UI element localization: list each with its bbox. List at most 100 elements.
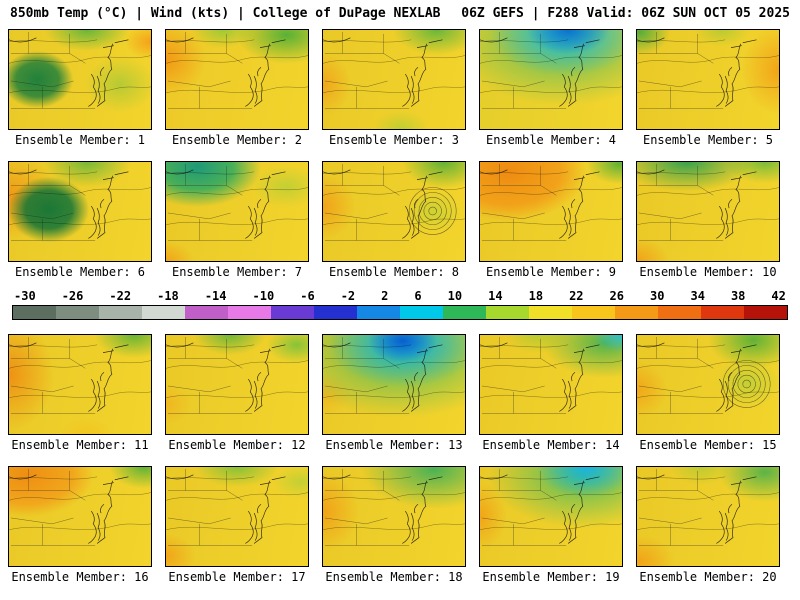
ensemble-member-label: Ensemble Member: 6 <box>14 265 146 279</box>
map-geography-icon <box>166 467 308 566</box>
colorbar-tick: 14 <box>488 289 503 303</box>
map-geography-icon <box>480 162 622 261</box>
run-valid-info: 06Z GEFS | F288 Valid: 06Z SUN OCT 05 20… <box>461 6 790 21</box>
weather-product: 850mb Temp (°C) | Wind (kts) | College o… <box>0 0 800 584</box>
map-geography-icon <box>166 162 308 261</box>
map-geography-icon <box>9 335 151 434</box>
ensemble-map <box>8 466 152 567</box>
ensemble-map <box>322 466 466 567</box>
ensemble-map <box>165 466 309 567</box>
map-geography-icon <box>166 335 308 434</box>
ensemble-map <box>322 161 466 262</box>
ensemble-panel: Ensemble Member: 12 <box>165 334 309 452</box>
ensemble-panel: Ensemble Member: 9 <box>479 161 623 279</box>
ensemble-row-3: Ensemble Member: 11 Ensemble Member: 12 … <box>8 334 792 452</box>
ensemble-map <box>636 466 780 567</box>
map-geography-icon <box>480 335 622 434</box>
map-geography-icon <box>166 30 308 129</box>
ensemble-member-label: Ensemble Member: 5 <box>642 133 774 147</box>
ensemble-member-label: Ensemble Member: 13 <box>325 438 463 452</box>
colorbar-tick: 38 <box>730 289 746 303</box>
colorbar-tick: 22 <box>569 289 584 303</box>
ensemble-map <box>165 161 309 262</box>
ensemble-panel: Ensemble Member: 16 <box>8 466 152 584</box>
ensemble-panel: Ensemble Member: 11 <box>8 334 152 452</box>
storm-rings <box>722 360 771 408</box>
temperature-colorbar: -30 -26 -22 -18 -14 -10 -6 -2 2 6 10 14 18 22 26 30 34 38… <box>12 289 788 320</box>
ensemble-row-1: Ensemble Member: 1 Ensemble Member: 2 En… <box>8 29 792 147</box>
ensemble-member-label: Ensemble Member: 16 <box>11 570 149 584</box>
colorbar-tick: -22 <box>109 289 132 303</box>
ensemble-map <box>636 161 780 262</box>
ensemble-member-label: Ensemble Member: 12 <box>168 438 306 452</box>
ensemble-member-label: Ensemble Member: 9 <box>485 265 617 279</box>
ensemble-map <box>8 29 152 130</box>
map-geography-icon <box>637 467 779 566</box>
ensemble-member-label: Ensemble Member: 17 <box>168 570 306 584</box>
ensemble-panel: Ensemble Member: 6 <box>8 161 152 279</box>
ensemble-panel: Ensemble Member: 13 <box>322 334 466 452</box>
ensemble-panel: Ensemble Member: 3 <box>322 29 466 147</box>
colorbar-tick: 6 <box>414 289 422 303</box>
ensemble-member-label: Ensemble Member: 4 <box>485 133 617 147</box>
ensemble-member-label: Ensemble Member: 19 <box>482 570 620 584</box>
map-geography-icon <box>9 467 151 566</box>
map-geography-icon <box>323 467 465 566</box>
colorbar-tick: -2 <box>340 289 356 303</box>
colorbar-tick: 10 <box>447 289 463 303</box>
ensemble-member-label: Ensemble Member: 11 <box>11 438 149 452</box>
colorbar-gradient <box>12 305 788 320</box>
ensemble-map <box>8 161 152 262</box>
ensemble-map <box>479 161 623 262</box>
colorbar-tick: -14 <box>204 289 227 303</box>
ensemble-map <box>165 29 309 130</box>
header: 850mb Temp (°C) | Wind (kts) | College o… <box>0 0 800 21</box>
map-geography-icon <box>9 162 151 261</box>
ensemble-panel: Ensemble Member: 17 <box>165 466 309 584</box>
ensemble-panel: Ensemble Member: 7 <box>165 161 309 279</box>
map-geography-icon <box>480 30 622 129</box>
ensemble-map <box>636 334 780 435</box>
ensemble-member-label: Ensemble Member: 15 <box>639 438 777 452</box>
ensemble-member-label: Ensemble Member: 2 <box>171 133 303 147</box>
ensemble-row-2: Ensemble Member: 6 Ensemble Member: 7 En… <box>8 161 792 279</box>
colorbar-tick: 2 <box>381 289 389 303</box>
ensemble-panel: Ensemble Member: 20 <box>636 466 780 584</box>
ensemble-member-label: Ensemble Member: 8 <box>328 265 460 279</box>
ensemble-map <box>636 29 780 130</box>
ensemble-panel: Ensemble Member: 1 <box>8 29 152 147</box>
map-geography-icon <box>480 467 622 566</box>
colorbar-tick: -26 <box>61 289 84 303</box>
ensemble-panel: Ensemble Member: 5 <box>636 29 780 147</box>
ensemble-member-label: Ensemble Member: 20 <box>639 570 777 584</box>
ensemble-member-label: Ensemble Member: 10 <box>639 265 777 279</box>
ensemble-panel: Ensemble Member: 18 <box>322 466 466 584</box>
ensemble-map <box>165 334 309 435</box>
ensemble-map <box>479 334 623 435</box>
colorbar-tick: 42 <box>771 289 786 303</box>
colorbar-tick: 26 <box>609 289 624 303</box>
ensemble-map <box>322 334 466 435</box>
ensemble-panel: Ensemble Member: 2 <box>165 29 309 147</box>
ensemble-panel: Ensemble Member: 10 <box>636 161 780 279</box>
colorbar-tick: -10 <box>252 289 275 303</box>
ensemble-member-label: Ensemble Member: 1 <box>14 133 146 147</box>
ensemble-panel: Ensemble Member: 15 <box>636 334 780 452</box>
map-geography-icon <box>323 30 465 129</box>
ensemble-member-label: Ensemble Member: 7 <box>171 265 303 279</box>
map-geography-icon <box>9 30 151 129</box>
ensemble-map <box>479 29 623 130</box>
ensemble-panel: Ensemble Member: 8 <box>322 161 466 279</box>
ensemble-panel: Ensemble Member: 14 <box>479 334 623 452</box>
product-title: 850mb Temp (°C) | Wind (kts) | College o… <box>10 6 441 21</box>
ensemble-row-4: Ensemble Member: 16 Ensemble Member: 17 … <box>8 466 792 584</box>
ensemble-panel: Ensemble Member: 4 <box>479 29 623 147</box>
ensemble-map <box>8 334 152 435</box>
ensemble-member-label: Ensemble Member: 18 <box>325 570 463 584</box>
map-geography-icon <box>637 162 779 261</box>
colorbar-ticks: -30 -26 -22 -18 -14 -10 -6 -2 2 6 10 14 18 22 26 30 34 38… <box>12 289 788 303</box>
colorbar-tick: 30 <box>650 289 665 303</box>
ensemble-panel: Ensemble Member: 19 <box>479 466 623 584</box>
map-geography-icon <box>637 30 779 129</box>
ensemble-member-label: Ensemble Member: 3 <box>328 133 460 147</box>
